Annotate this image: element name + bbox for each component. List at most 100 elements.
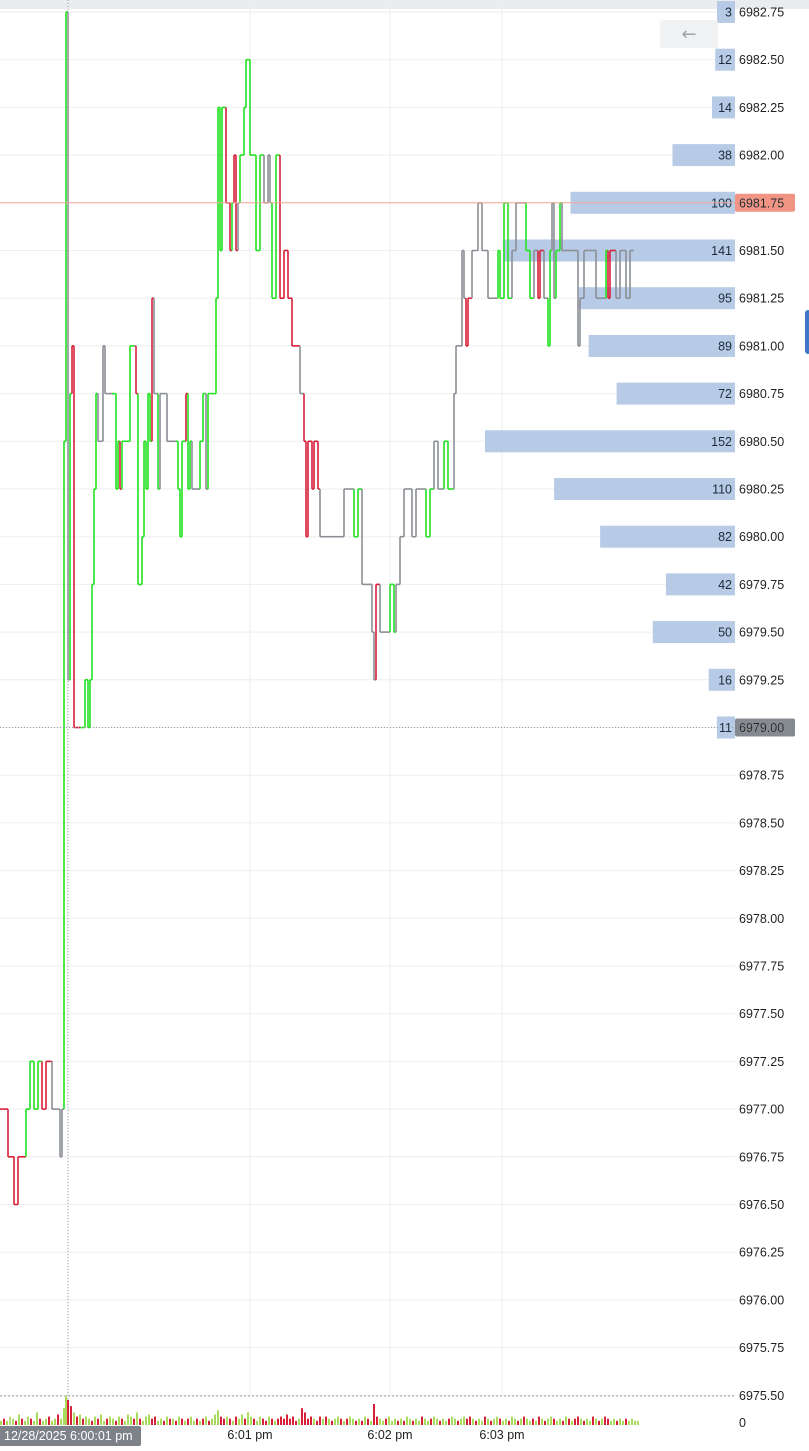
x-tick-label: 6:02 pm: [367, 1428, 412, 1442]
y-tick-label: 6976.50: [739, 1198, 784, 1212]
dom-bar: [665, 573, 735, 596]
volume-bar: [85, 1416, 87, 1425]
volume-bar: [409, 1418, 411, 1425]
volume-bar: [544, 1420, 546, 1425]
volume-bar: [208, 1420, 210, 1425]
volume-bar: [67, 1399, 69, 1425]
y-tick-label: 6976.00: [739, 1293, 784, 1307]
volume-bar: [184, 1420, 186, 1425]
y-tick-label: 6976.75: [739, 1150, 784, 1164]
volume-bar: [391, 1420, 393, 1425]
volume-bar: [226, 1416, 228, 1425]
dom-size-label: 110: [712, 483, 732, 497]
volume-bar: [148, 1414, 150, 1425]
volume-bar: [625, 1418, 627, 1425]
volume-bar: [202, 1418, 204, 1425]
volume-bar: [307, 1418, 309, 1425]
y-tick-label: 6977.75: [739, 960, 784, 974]
volume-bar: [439, 1420, 441, 1425]
y-tick-label: 6978.75: [739, 769, 784, 783]
dom-bar: [672, 144, 735, 167]
volume-bar: [349, 1416, 351, 1425]
volume-bar: [190, 1416, 192, 1425]
back-button[interactable]: ←: [660, 20, 718, 48]
volume-bar: [115, 1420, 117, 1425]
volume-bar: [364, 1416, 366, 1425]
volume-bar: [526, 1418, 528, 1425]
dom-bar: [503, 239, 735, 262]
volume-bar: [517, 1420, 519, 1425]
volume-bar: [502, 1420, 504, 1425]
volume-bar: [211, 1418, 213, 1425]
volume-bar: [169, 1418, 171, 1425]
volume-bar: [487, 1418, 489, 1425]
volume-bar: [205, 1416, 207, 1425]
volume-bar: [424, 1418, 426, 1425]
volume-bar: [286, 1414, 288, 1425]
volume-bar: [313, 1418, 315, 1425]
volume-bar: [370, 1420, 372, 1425]
volume-bar: [367, 1418, 369, 1425]
volume-bar: [65, 1395, 67, 1425]
volume-bar: [607, 1418, 609, 1425]
volume-bar: [178, 1416, 180, 1425]
volume-bar: [376, 1416, 378, 1425]
volume-bar: [637, 1420, 639, 1425]
volume-bar: [73, 1412, 75, 1425]
volume-bar: [613, 1418, 615, 1425]
volume-bar: [79, 1414, 81, 1425]
volume-bar: [60, 1418, 62, 1425]
dom-size-label: 82: [718, 530, 732, 544]
volume-bar: [187, 1418, 189, 1425]
volume-bar: [268, 1416, 270, 1425]
volume-bar: [415, 1418, 417, 1425]
volume-bar: [310, 1416, 312, 1425]
volume-bar: [385, 1418, 387, 1425]
y-tick-label: 6982.75: [739, 6, 784, 20]
volume-bar: [265, 1420, 267, 1425]
volume-bar: [520, 1418, 522, 1425]
volume-bar: [157, 1420, 159, 1425]
volume-bar: [42, 1420, 44, 1425]
y-tick-label: 6977.00: [739, 1103, 784, 1117]
volume-bar: [253, 1418, 255, 1425]
volume-bar: [595, 1418, 597, 1425]
volume-bar: [550, 1416, 552, 1425]
volume-bar: [463, 1416, 465, 1425]
volume-bar: [94, 1416, 96, 1425]
volume-bar: [604, 1416, 606, 1425]
volume-bar: [355, 1420, 357, 1425]
volume-bar: [322, 1418, 324, 1425]
y-tick-label: 6982.50: [739, 53, 784, 67]
volume-bar: [97, 1418, 99, 1425]
volume-bar: [292, 1416, 294, 1425]
dom-size-label: 11: [719, 721, 732, 735]
side-panel-tab[interactable]: [805, 310, 809, 354]
y-tick-label: 6982.25: [739, 101, 784, 115]
y-tick-label: 6978.50: [739, 816, 784, 830]
volume-bar: [430, 1418, 432, 1425]
volume-bar: [397, 1420, 399, 1425]
volume-bar: [508, 1420, 510, 1425]
volume-bar: [622, 1420, 624, 1425]
volume-bar: [199, 1420, 201, 1425]
volume-bar: [220, 1416, 222, 1425]
volume-bar: [15, 1420, 17, 1425]
volume-bar: [460, 1418, 462, 1425]
volume-bar: [475, 1420, 477, 1425]
volume-bar: [373, 1404, 375, 1425]
volume-bar: [400, 1418, 402, 1425]
y-tick-label: 6980.75: [739, 387, 784, 401]
volume-bar: [442, 1418, 444, 1425]
volume-bar: [112, 1418, 114, 1425]
dom-size-label: 141: [711, 244, 732, 258]
volume-bar: [235, 1416, 237, 1425]
volume-bar: [91, 1420, 93, 1425]
volume-bar: [562, 1420, 564, 1425]
volume-axis-label: 0: [739, 1416, 746, 1430]
y-tick-label: 6980.00: [739, 530, 784, 544]
volume-bar: [103, 1420, 105, 1425]
volume-bar: [472, 1418, 474, 1425]
y-tick-label: 6975.50: [739, 1389, 784, 1403]
